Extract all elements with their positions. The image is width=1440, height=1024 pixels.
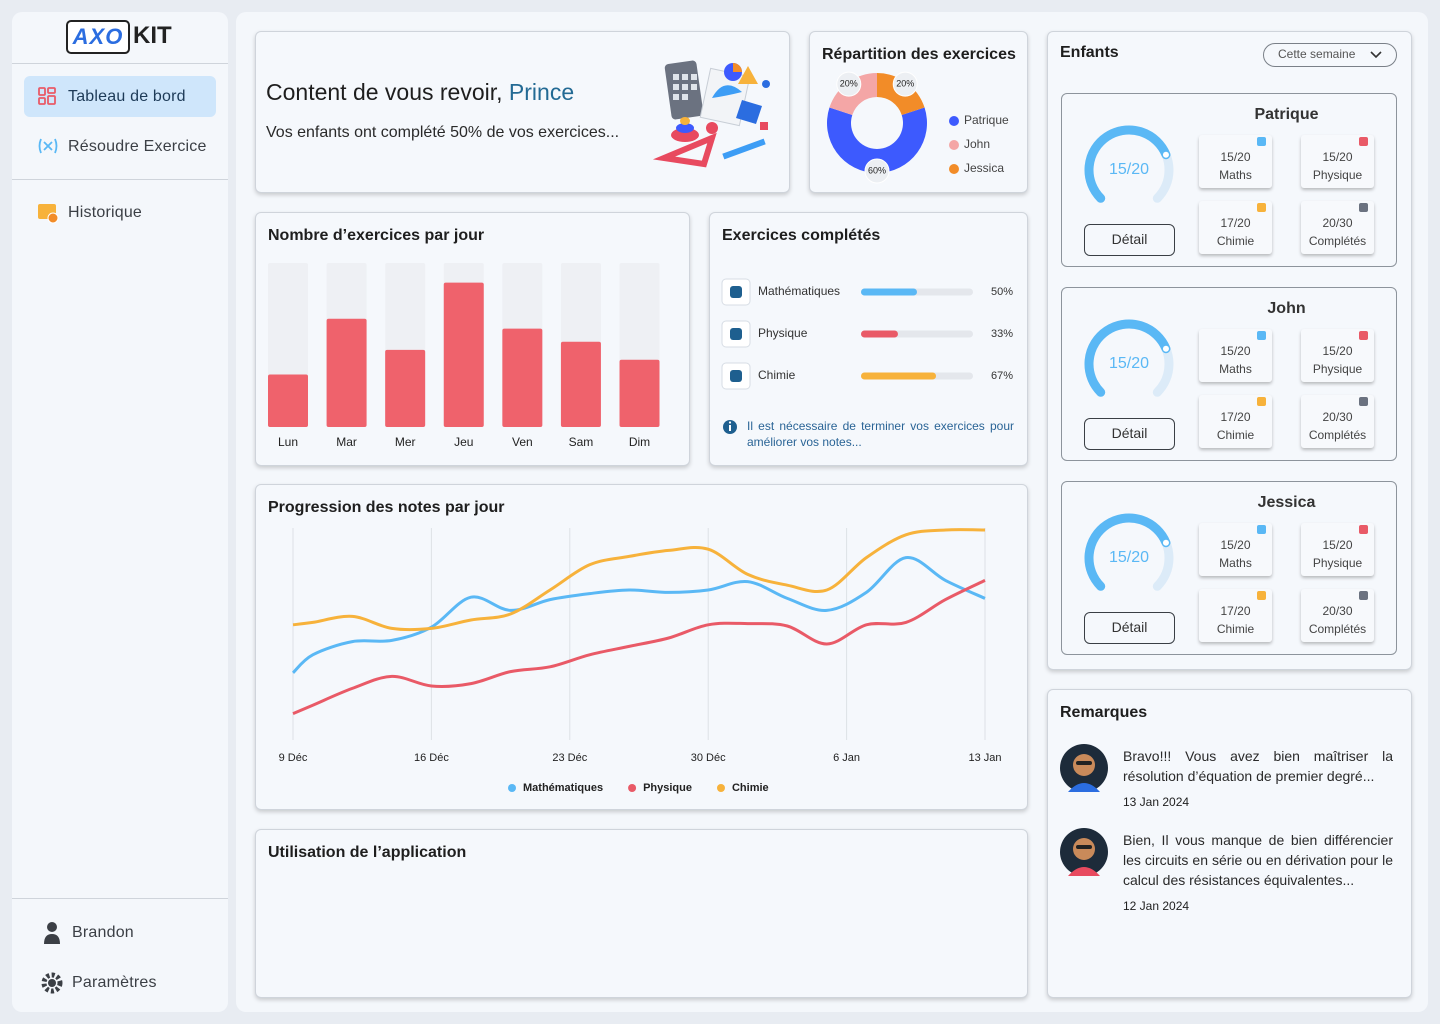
stat-label: Chimie (1216, 234, 1255, 248)
progress-note: Il est nécessaire de terminer vos exerci… (747, 419, 1014, 449)
separator (12, 179, 228, 180)
child-name: Jessica (1257, 494, 1316, 511)
remark-date: 12 Jan 2024 (1123, 899, 1190, 913)
stat-score: 20/30 (1322, 604, 1353, 618)
sidebar (12, 12, 228, 1012)
detail-button[interactable]: Détail (1084, 418, 1175, 450)
period-label: Cette semaine (1278, 47, 1356, 61)
stat-label: Maths (1219, 362, 1252, 376)
remark-text: Bravo!!! Vous avez bien maîtriser la rés… (1123, 748, 1393, 784)
stat-label: Complétés (1308, 622, 1367, 636)
settings-link[interactable]: Paramètres (72, 974, 157, 991)
welcome-heading: Content de vous revoir, Prince (266, 79, 575, 105)
nav-item[interactable]: Résoudre Exercice (68, 138, 207, 155)
card-title: Répartition des exercices (822, 46, 1016, 63)
user-first-name: Prince (508, 79, 575, 105)
stat-label: Maths (1219, 556, 1252, 570)
detail-button[interactable]: Détail (1084, 224, 1175, 256)
nav-item[interactable]: Historique (68, 204, 143, 221)
welcome-message: Vos enfants ont complété 50% de vos exer… (266, 124, 620, 141)
logo-mark: AXO (66, 20, 130, 54)
card-title: Utilisation de l’application (268, 844, 467, 861)
stat-score: 17/20 (1220, 216, 1251, 230)
card-title: Progression des notes par jour (268, 499, 505, 516)
stat-score: 15/20 (1220, 150, 1251, 164)
stat-label: Chimie (1216, 622, 1255, 636)
user-name[interactable]: Brandon (72, 924, 134, 941)
child-card (1061, 93, 1397, 267)
stat-score: 15/20 (1220, 344, 1251, 358)
remark-text: Bien, Il vous manque de bien différencie… (1123, 832, 1393, 888)
progress-card (709, 212, 1028, 466)
separator (12, 63, 228, 64)
welcome-card (255, 31, 790, 193)
card-title: Remarques (1060, 704, 1148, 721)
stat-label: Chimie (1216, 428, 1255, 442)
card-title: Nombre d’exercices par jour (268, 227, 485, 244)
period-dropdown[interactable] (1263, 43, 1397, 67)
nav-active-bg (24, 76, 216, 117)
stat-label: Physique (1312, 168, 1363, 182)
stat-label: Complétés (1308, 428, 1367, 442)
stat-label: Physique (1312, 362, 1363, 376)
stat-score: 20/30 (1322, 216, 1353, 230)
logo-text: KIT (133, 22, 172, 49)
stat-score: 20/30 (1322, 410, 1353, 424)
remark-date: 13 Jan 2024 (1123, 795, 1190, 809)
nav-item[interactable]: Tableau de bord (68, 88, 186, 105)
stat-score: 17/20 (1220, 604, 1251, 618)
card-title: Exercices complétés (722, 227, 881, 244)
stat-score: 15/20 (1322, 538, 1353, 552)
child-card (1061, 481, 1397, 655)
detail-button[interactable]: Détail (1084, 612, 1175, 644)
usage-card (255, 829, 1028, 998)
child-name: Patrique (1254, 106, 1319, 123)
bar-card (255, 212, 690, 466)
child-name: John (1267, 300, 1306, 317)
line-card (255, 484, 1028, 810)
greeting: Content de vous revoir, (266, 79, 503, 105)
stat-score: 15/20 (1220, 538, 1251, 552)
stat-score: 17/20 (1220, 410, 1251, 424)
stat-label: Maths (1219, 168, 1252, 182)
separator (12, 898, 228, 899)
stat-score: 15/20 (1322, 344, 1353, 358)
stat-label: Complétés (1308, 234, 1367, 248)
child-card (1061, 287, 1397, 461)
stat-label: Physique (1312, 556, 1363, 570)
stat-score: 15/20 (1322, 150, 1353, 164)
card-title: Enfants (1060, 44, 1119, 61)
